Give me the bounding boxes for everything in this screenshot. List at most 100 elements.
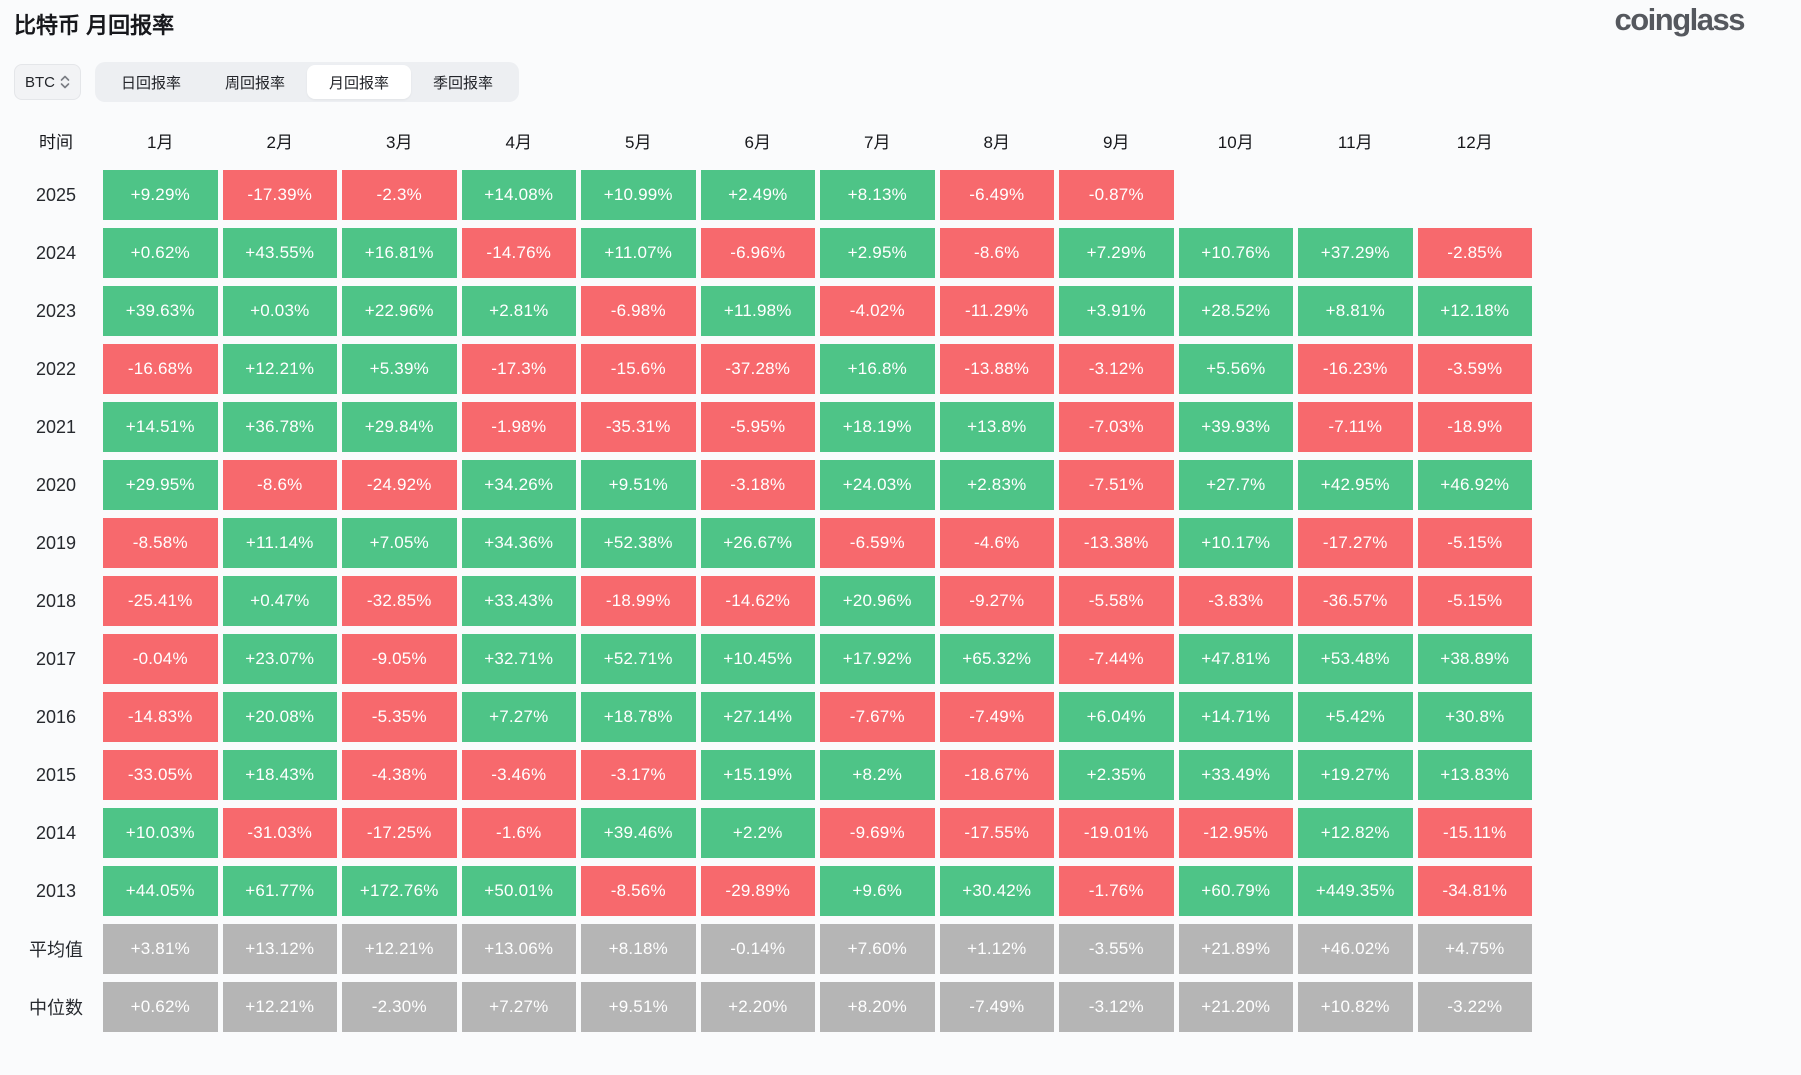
- return-cell: +9.29%: [103, 170, 218, 220]
- return-cell: -25.41%: [103, 576, 218, 626]
- return-cell: -8.6%: [222, 460, 337, 510]
- month-column-header: 11月: [1337, 132, 1373, 152]
- return-cell: -14.62%: [700, 576, 815, 626]
- return-cell: +6.04%: [1059, 692, 1174, 742]
- return-cell: +5.42%: [1298, 692, 1413, 742]
- return-cell: +53.48%: [1298, 634, 1413, 684]
- return-cell: +8.13%: [820, 170, 935, 220]
- return-cell: -3.59%: [1417, 344, 1532, 394]
- row-label: 2021: [35, 416, 77, 437]
- coin-selector-value: BTC: [25, 73, 55, 91]
- return-cell: -6.96%: [700, 228, 815, 278]
- coinglass-logo: coinglass: [1614, 2, 1746, 37]
- month-column-header: 12月: [1456, 132, 1493, 152]
- return-cell: +21.89%: [1178, 924, 1293, 974]
- return-cell: +28.52%: [1178, 286, 1293, 336]
- return-cell: -0.14%: [700, 924, 815, 974]
- return-cell: +3.81%: [103, 924, 218, 974]
- tab-daily-returns[interactable]: 日回报率: [121, 74, 182, 92]
- return-cell: +16.8%: [820, 344, 935, 394]
- coin-selector[interactable]: BTC: [14, 64, 81, 100]
- return-cell: +449.35%: [1298, 866, 1413, 916]
- return-cell: -5.58%: [1059, 576, 1174, 626]
- empty-cell: [1418, 170, 1533, 220]
- month-column-header: 2月: [266, 132, 293, 152]
- row-label: 2015: [35, 764, 77, 785]
- return-cell: -37.28%: [700, 344, 815, 394]
- return-cell: +33.49%: [1178, 750, 1293, 800]
- return-cell: +7.29%: [1059, 228, 1174, 278]
- return-cell: +11.98%: [700, 286, 815, 336]
- return-cell: -1.76%: [1059, 866, 1174, 916]
- return-cell: +30.42%: [939, 866, 1054, 916]
- monthly-returns-table: 时间 1月 2月 3月 4月 5月 6月 7月 8月 9月 10月 11月 12…: [14, 118, 1532, 1032]
- return-cell: -9.05%: [342, 634, 457, 684]
- tab-monthly-returns[interactable]: 月回报率: [307, 65, 412, 99]
- return-cell: -0.87%: [1059, 170, 1174, 220]
- month-column-header: 5月: [625, 132, 652, 152]
- return-cell: -3.17%: [581, 750, 696, 800]
- return-cell: -5.35%: [342, 692, 457, 742]
- return-cell: -34.81%: [1417, 866, 1532, 916]
- return-cell: +7.27%: [461, 692, 576, 742]
- return-cell: +14.08%: [461, 170, 576, 220]
- return-cell: -32.85%: [342, 576, 457, 626]
- return-cell: -8.56%: [581, 866, 696, 916]
- return-cell: +8.81%: [1298, 286, 1413, 336]
- return-cell: +12.21%: [342, 924, 457, 974]
- return-cell: +34.26%: [461, 460, 576, 510]
- tab-weekly-returns[interactable]: 周回报率: [225, 74, 286, 92]
- return-cell: +0.62%: [103, 982, 218, 1032]
- month-column-header: 4月: [505, 132, 532, 152]
- return-cell: -18.67%: [939, 750, 1054, 800]
- return-cell: +65.32%: [939, 634, 1054, 684]
- return-cell: +7.27%: [461, 982, 576, 1032]
- return-cell: -7.03%: [1059, 402, 1174, 452]
- row-label: 2025: [35, 184, 77, 205]
- return-cell: +18.43%: [222, 750, 337, 800]
- return-cell: -3.18%: [700, 460, 815, 510]
- return-cell: -24.92%: [342, 460, 457, 510]
- return-cell: -15.11%: [1417, 808, 1532, 858]
- return-cell: +8.18%: [581, 924, 696, 974]
- return-cell: +34.36%: [461, 518, 576, 568]
- return-cell: -11.29%: [939, 286, 1054, 336]
- return-cell: +21.20%: [1178, 982, 1293, 1032]
- return-cell: +1.12%: [939, 924, 1054, 974]
- return-cell: -13.88%: [939, 344, 1054, 394]
- return-cell: -36.57%: [1298, 576, 1413, 626]
- row-label: 平均值: [29, 940, 83, 960]
- controls-bar: BTC 日回报率 周回报率 月回报率 季回报率: [14, 62, 520, 102]
- return-cell: +13.06%: [461, 924, 576, 974]
- return-cell: -16.68%: [103, 344, 218, 394]
- return-cell: -3.83%: [1178, 576, 1293, 626]
- return-cell: +20.96%: [820, 576, 935, 626]
- return-cell: +18.78%: [581, 692, 696, 742]
- return-cell: +47.81%: [1178, 634, 1293, 684]
- return-cell: +18.19%: [820, 402, 935, 452]
- return-cell: +46.92%: [1417, 460, 1532, 510]
- return-cell: -7.51%: [1059, 460, 1174, 510]
- tab-quarterly-returns[interactable]: 季回报率: [433, 74, 494, 92]
- return-cell: +46.02%: [1298, 924, 1413, 974]
- return-cell: -17.3%: [461, 344, 576, 394]
- return-cell: +39.93%: [1178, 402, 1293, 452]
- return-cell: -17.39%: [222, 170, 337, 220]
- empty-cell: [1298, 170, 1413, 220]
- row-label: 2014: [35, 822, 77, 843]
- return-cell: +43.55%: [222, 228, 337, 278]
- row-label: 2019: [35, 532, 77, 553]
- return-cell: +2.95%: [820, 228, 935, 278]
- month-column-header: 3月: [386, 132, 413, 152]
- return-cell: +23.07%: [222, 634, 337, 684]
- return-cell: -12.95%: [1178, 808, 1293, 858]
- return-cell: +8.2%: [820, 750, 935, 800]
- return-cell: +2.83%: [939, 460, 1054, 510]
- return-cell: +10.76%: [1178, 228, 1293, 278]
- return-cell: +0.47%: [222, 576, 337, 626]
- return-cell: -2.3%: [342, 170, 457, 220]
- return-cell: -1.98%: [461, 402, 576, 452]
- return-cell: -29.89%: [700, 866, 815, 916]
- return-cell: +8.20%: [820, 982, 935, 1032]
- return-cell: -8.58%: [103, 518, 218, 568]
